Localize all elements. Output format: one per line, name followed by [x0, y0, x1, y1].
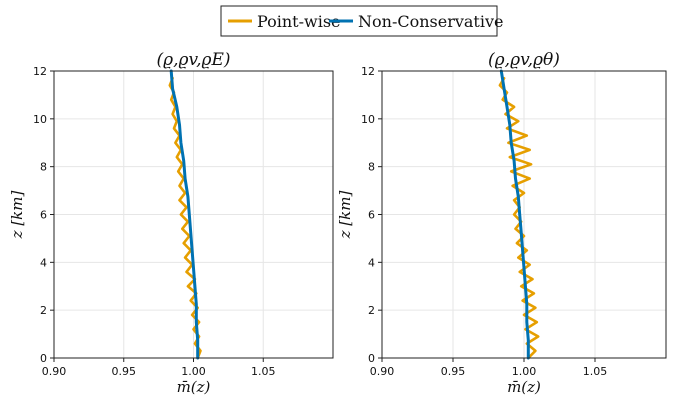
- y-tick-label: 8: [40, 161, 47, 174]
- y-tick-label: 0: [40, 352, 47, 365]
- y-tick-label: 0: [368, 352, 375, 365]
- legend-label-point-wise: Point-wise: [257, 12, 341, 31]
- legend-box: [220, 5, 498, 37]
- y-tick-label: 4: [40, 256, 47, 269]
- legend-label-non-conservative: Non-Conservative: [358, 12, 503, 31]
- series-line-non-conservative: [169, 69, 200, 360]
- x-tick-label: 0.90: [42, 365, 67, 378]
- y-tick-label: 6: [40, 209, 47, 222]
- y-tick-label: 2: [40, 304, 47, 317]
- x-tick-label: 0.95: [441, 365, 466, 378]
- legend: Point-wise Non-Conservative: [220, 5, 503, 37]
- y-axis-label: z [km]: [336, 191, 354, 240]
- x-tick-label: 1.05: [251, 365, 276, 378]
- y-tick-label: 8: [368, 161, 375, 174]
- x-axis-label: m̄(z): [507, 378, 541, 396]
- chart-panel-1: 0.90 0.95 1.00 1.05 0 2 4 6 8 10 12 (ϱ,ϱv,ϱE) m̄(z) z…: [8, 50, 334, 396]
- x-tick-label: 1.00: [512, 365, 537, 378]
- x-tick-label: 1.05: [583, 365, 608, 378]
- y-tick-label: 2: [368, 304, 375, 317]
- y-tick-label: 4: [368, 256, 375, 269]
- x-tick-label: 0.95: [112, 365, 137, 378]
- x-tick-label: 1.00: [181, 365, 206, 378]
- chart-panel-2: 0.90 0.95 1.00 1.05 0 2 4 6 8 10 12 (ϱ,ϱv,ϱθ) m̄(z) z…: [336, 50, 667, 396]
- x-axis-label: m̄(z): [177, 378, 211, 396]
- y-tick-label: 12: [361, 65, 375, 78]
- y-tick-label: 6: [368, 209, 375, 222]
- y-tick-label: 10: [361, 113, 375, 126]
- series-line-point-wise: [498, 76, 540, 360]
- y-axis-label: z [km]: [8, 191, 26, 240]
- chart-title: (ϱ,ϱv,ϱθ): [488, 50, 560, 70]
- chart-title: (ϱ,ϱv,ϱE): [156, 50, 230, 70]
- y-tick-label: 10: [33, 113, 47, 126]
- y-tick-label: 12: [33, 65, 47, 78]
- series-line-non-conservative: [499, 69, 530, 360]
- x-tick-label: 0.90: [370, 365, 395, 378]
